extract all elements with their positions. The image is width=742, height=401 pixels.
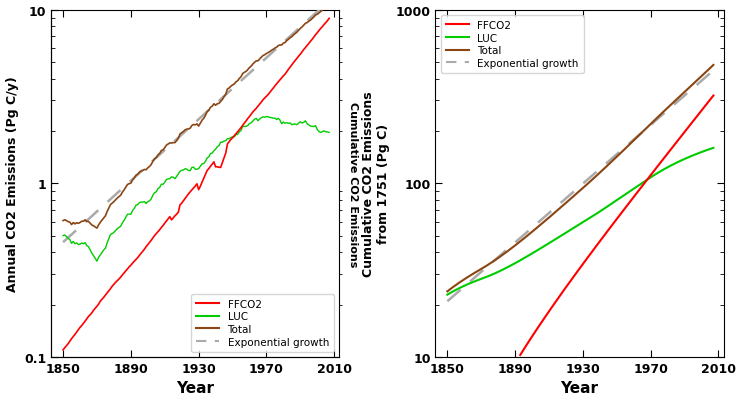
Legend: FFCO2, LUC, Total, Exponential growth: FFCO2, LUC, Total, Exponential growth bbox=[441, 16, 584, 74]
Y-axis label: Cumulative CO2 Emissions
from 1751 (Pg C): Cumulative CO2 Emissions from 1751 (Pg C… bbox=[362, 91, 390, 276]
Legend: FFCO2, LUC, Total, Exponential growth: FFCO2, LUC, Total, Exponential growth bbox=[191, 294, 334, 352]
Y-axis label: Cumulative CO2 Emissions: Cumulative CO2 Emissions bbox=[348, 101, 358, 266]
X-axis label: Year: Year bbox=[560, 381, 599, 395]
X-axis label: Year: Year bbox=[177, 381, 214, 395]
Y-axis label: Annual CO2 Emissions (Pg C/y): Annual CO2 Emissions (Pg C/y) bbox=[5, 76, 19, 292]
